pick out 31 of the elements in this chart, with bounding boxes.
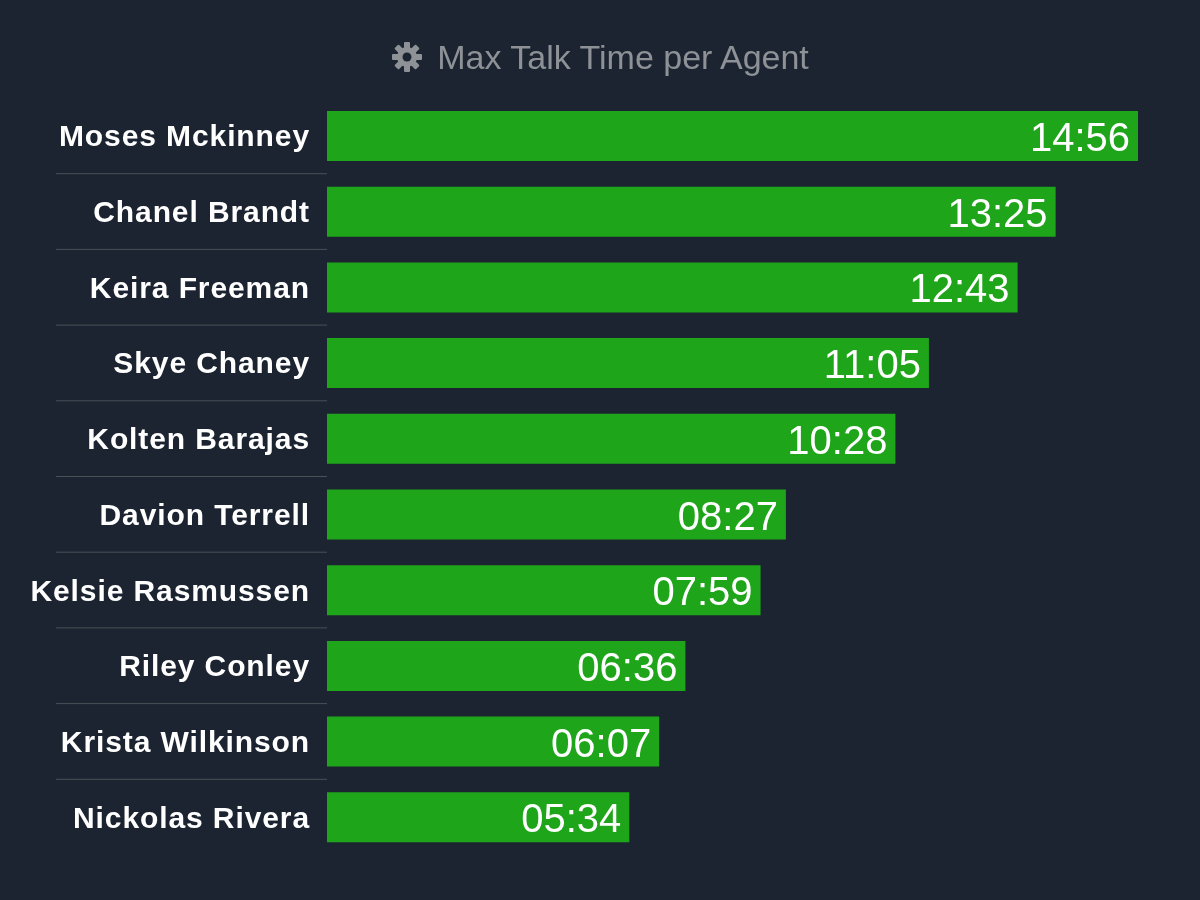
data-label: 08:27 (677, 493, 778, 538)
bar (327, 640, 686, 691)
bar (327, 413, 896, 464)
y-tick-label: Kelsie Rasmussen (30, 573, 310, 607)
y-tick-label: Krista Wilkinson (60, 724, 310, 758)
data-label: 10:28 (787, 417, 888, 462)
y-tick-label: Keira Freeman (89, 270, 310, 304)
data-label: 05:34 (521, 796, 622, 841)
bar (327, 262, 1018, 313)
data-label: 07:59 (652, 569, 753, 614)
bar (327, 716, 660, 767)
bar (327, 565, 761, 616)
bar (327, 338, 929, 389)
y-tick-label: Davion Terrell (99, 497, 310, 531)
data-label: 06:36 (577, 644, 678, 689)
data-label: 11:05 (823, 342, 921, 387)
y-tick-label: Skye Chaney (113, 346, 310, 380)
bar (327, 186, 1056, 237)
bar (327, 489, 786, 540)
bar (327, 792, 630, 843)
data-label: 12:43 (909, 266, 1010, 311)
data-label: 06:07 (551, 720, 652, 765)
bar (327, 111, 1138, 161)
y-tick-label: Moses Mckinney (58, 119, 310, 153)
y-tick-label: Kolten Barajas (87, 422, 310, 456)
data-label: 14:56 (1029, 115, 1130, 159)
chart-title: Max Talk Time per Agent (437, 37, 809, 77)
data-label: 13:25 (947, 190, 1048, 235)
y-tick-label: Riley Conley (119, 649, 310, 683)
y-tick-label: Nickolas Rivera (73, 800, 310, 834)
y-tick-label: Chanel Brandt (93, 195, 310, 229)
